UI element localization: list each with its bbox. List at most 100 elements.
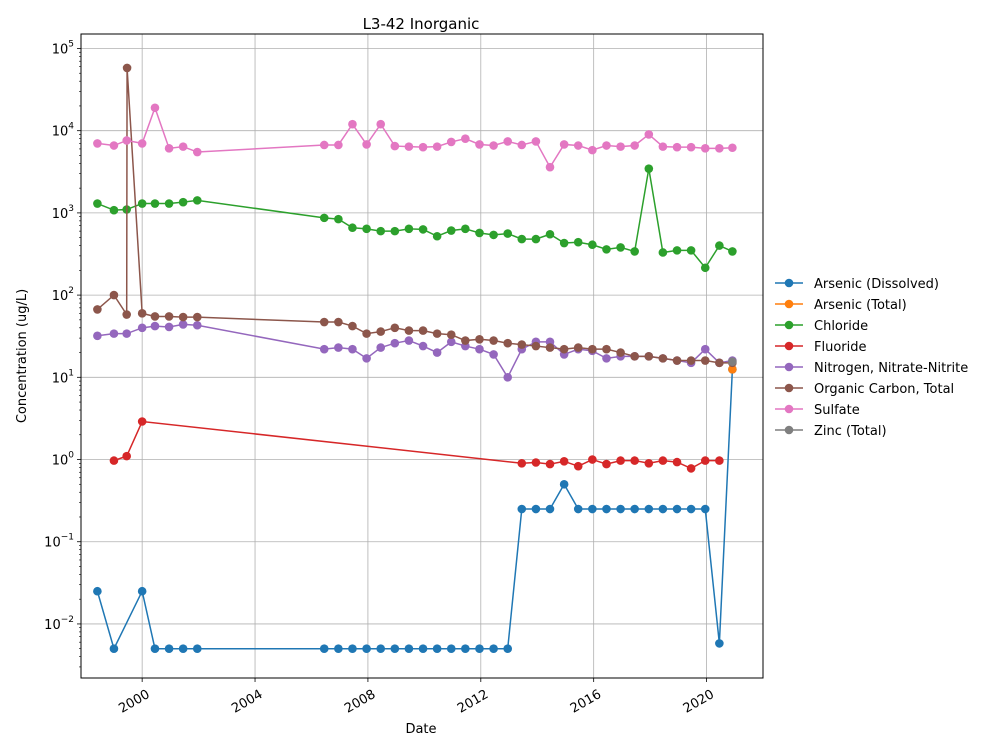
data-point bbox=[93, 199, 102, 208]
data-point bbox=[475, 644, 484, 653]
data-point bbox=[531, 504, 541, 514]
data-point bbox=[319, 213, 329, 223]
y-tick-exponent: 1 bbox=[68, 368, 74, 378]
data-point bbox=[432, 142, 442, 151]
data-point bbox=[489, 230, 498, 240]
data-point bbox=[475, 140, 484, 149]
data-point bbox=[109, 290, 119, 300]
data-point bbox=[137, 309, 147, 318]
data-point bbox=[728, 357, 737, 366]
data-point bbox=[503, 229, 513, 238]
legend-label: Sulfate bbox=[814, 403, 860, 418]
data-point bbox=[93, 331, 102, 341]
x-axis-title: Date bbox=[405, 722, 436, 737]
data-point bbox=[545, 459, 555, 469]
data-point bbox=[404, 644, 414, 653]
data-point bbox=[644, 458, 654, 468]
data-point bbox=[672, 504, 682, 514]
data-point bbox=[109, 456, 119, 465]
legend-marker bbox=[784, 383, 794, 393]
data-point bbox=[602, 459, 611, 469]
data-point bbox=[616, 348, 625, 357]
data-point bbox=[630, 456, 639, 465]
legend-item: Chloride bbox=[775, 319, 868, 334]
data-point bbox=[545, 162, 555, 172]
x-tick-label: 2012 bbox=[455, 687, 491, 717]
data-point bbox=[150, 312, 160, 321]
data-point bbox=[390, 141, 400, 151]
data-point bbox=[137, 139, 147, 148]
data-point bbox=[432, 348, 442, 357]
data-point bbox=[418, 225, 428, 234]
data-point bbox=[573, 504, 583, 514]
data-point bbox=[404, 326, 414, 335]
data-point bbox=[432, 644, 442, 653]
y-tick-base: 10 bbox=[52, 207, 69, 222]
data-point bbox=[531, 137, 541, 146]
y-tick-label: 10−1 bbox=[44, 533, 74, 551]
legend-item: Fluoride bbox=[775, 340, 867, 355]
data-point bbox=[348, 119, 357, 129]
series-group bbox=[93, 164, 737, 273]
data-point bbox=[446, 226, 456, 235]
data-point bbox=[404, 224, 414, 234]
data-point bbox=[616, 243, 625, 252]
data-point bbox=[475, 344, 484, 354]
series-group bbox=[728, 365, 737, 374]
data-point bbox=[150, 321, 160, 331]
data-point bbox=[489, 644, 498, 653]
y-tick-exponent: 0 bbox=[68, 451, 74, 461]
data-point bbox=[672, 142, 682, 152]
legend-marker bbox=[784, 299, 794, 309]
data-point bbox=[362, 644, 371, 653]
data-point bbox=[475, 228, 484, 238]
data-point bbox=[178, 644, 188, 653]
data-point bbox=[602, 354, 611, 363]
data-point bbox=[686, 504, 696, 514]
data-point bbox=[178, 320, 188, 329]
data-point bbox=[672, 356, 682, 365]
data-point bbox=[588, 145, 597, 155]
y-tick-base: 10 bbox=[52, 371, 69, 386]
legend-label: Arsenic (Dissolved) bbox=[814, 277, 939, 292]
data-point bbox=[602, 504, 611, 514]
data-point bbox=[517, 140, 527, 150]
series-line bbox=[96, 67, 733, 364]
legend-marker bbox=[784, 404, 794, 414]
y-tick-label: 102 bbox=[52, 286, 74, 304]
data-point bbox=[461, 336, 470, 345]
data-point bbox=[362, 354, 371, 363]
data-point bbox=[404, 142, 414, 151]
legend-label: Zinc (Total) bbox=[814, 424, 887, 439]
data-point bbox=[348, 644, 357, 653]
data-point bbox=[715, 144, 724, 153]
data-point bbox=[109, 329, 119, 338]
data-point bbox=[122, 310, 131, 319]
y-tick-label: 10−2 bbox=[44, 615, 74, 633]
data-point bbox=[348, 321, 357, 331]
data-point bbox=[503, 137, 513, 146]
data-point bbox=[461, 134, 470, 143]
data-point bbox=[137, 417, 147, 426]
data-point bbox=[602, 245, 611, 254]
series-group bbox=[93, 103, 737, 172]
data-point bbox=[686, 464, 696, 473]
data-point bbox=[728, 365, 737, 374]
legend-marker bbox=[784, 341, 794, 351]
data-point bbox=[390, 338, 400, 348]
data-point bbox=[644, 130, 654, 139]
data-point bbox=[137, 323, 147, 333]
data-point bbox=[658, 456, 668, 465]
y-tick-base: 10 bbox=[52, 289, 69, 304]
data-point bbox=[319, 644, 329, 653]
data-point bbox=[616, 504, 625, 514]
data-point bbox=[192, 196, 202, 205]
data-point bbox=[475, 335, 484, 344]
data-point bbox=[700, 356, 710, 365]
data-point bbox=[164, 644, 174, 653]
data-point bbox=[517, 234, 527, 244]
data-point bbox=[192, 147, 202, 157]
data-point bbox=[503, 338, 513, 348]
data-point bbox=[122, 451, 131, 461]
